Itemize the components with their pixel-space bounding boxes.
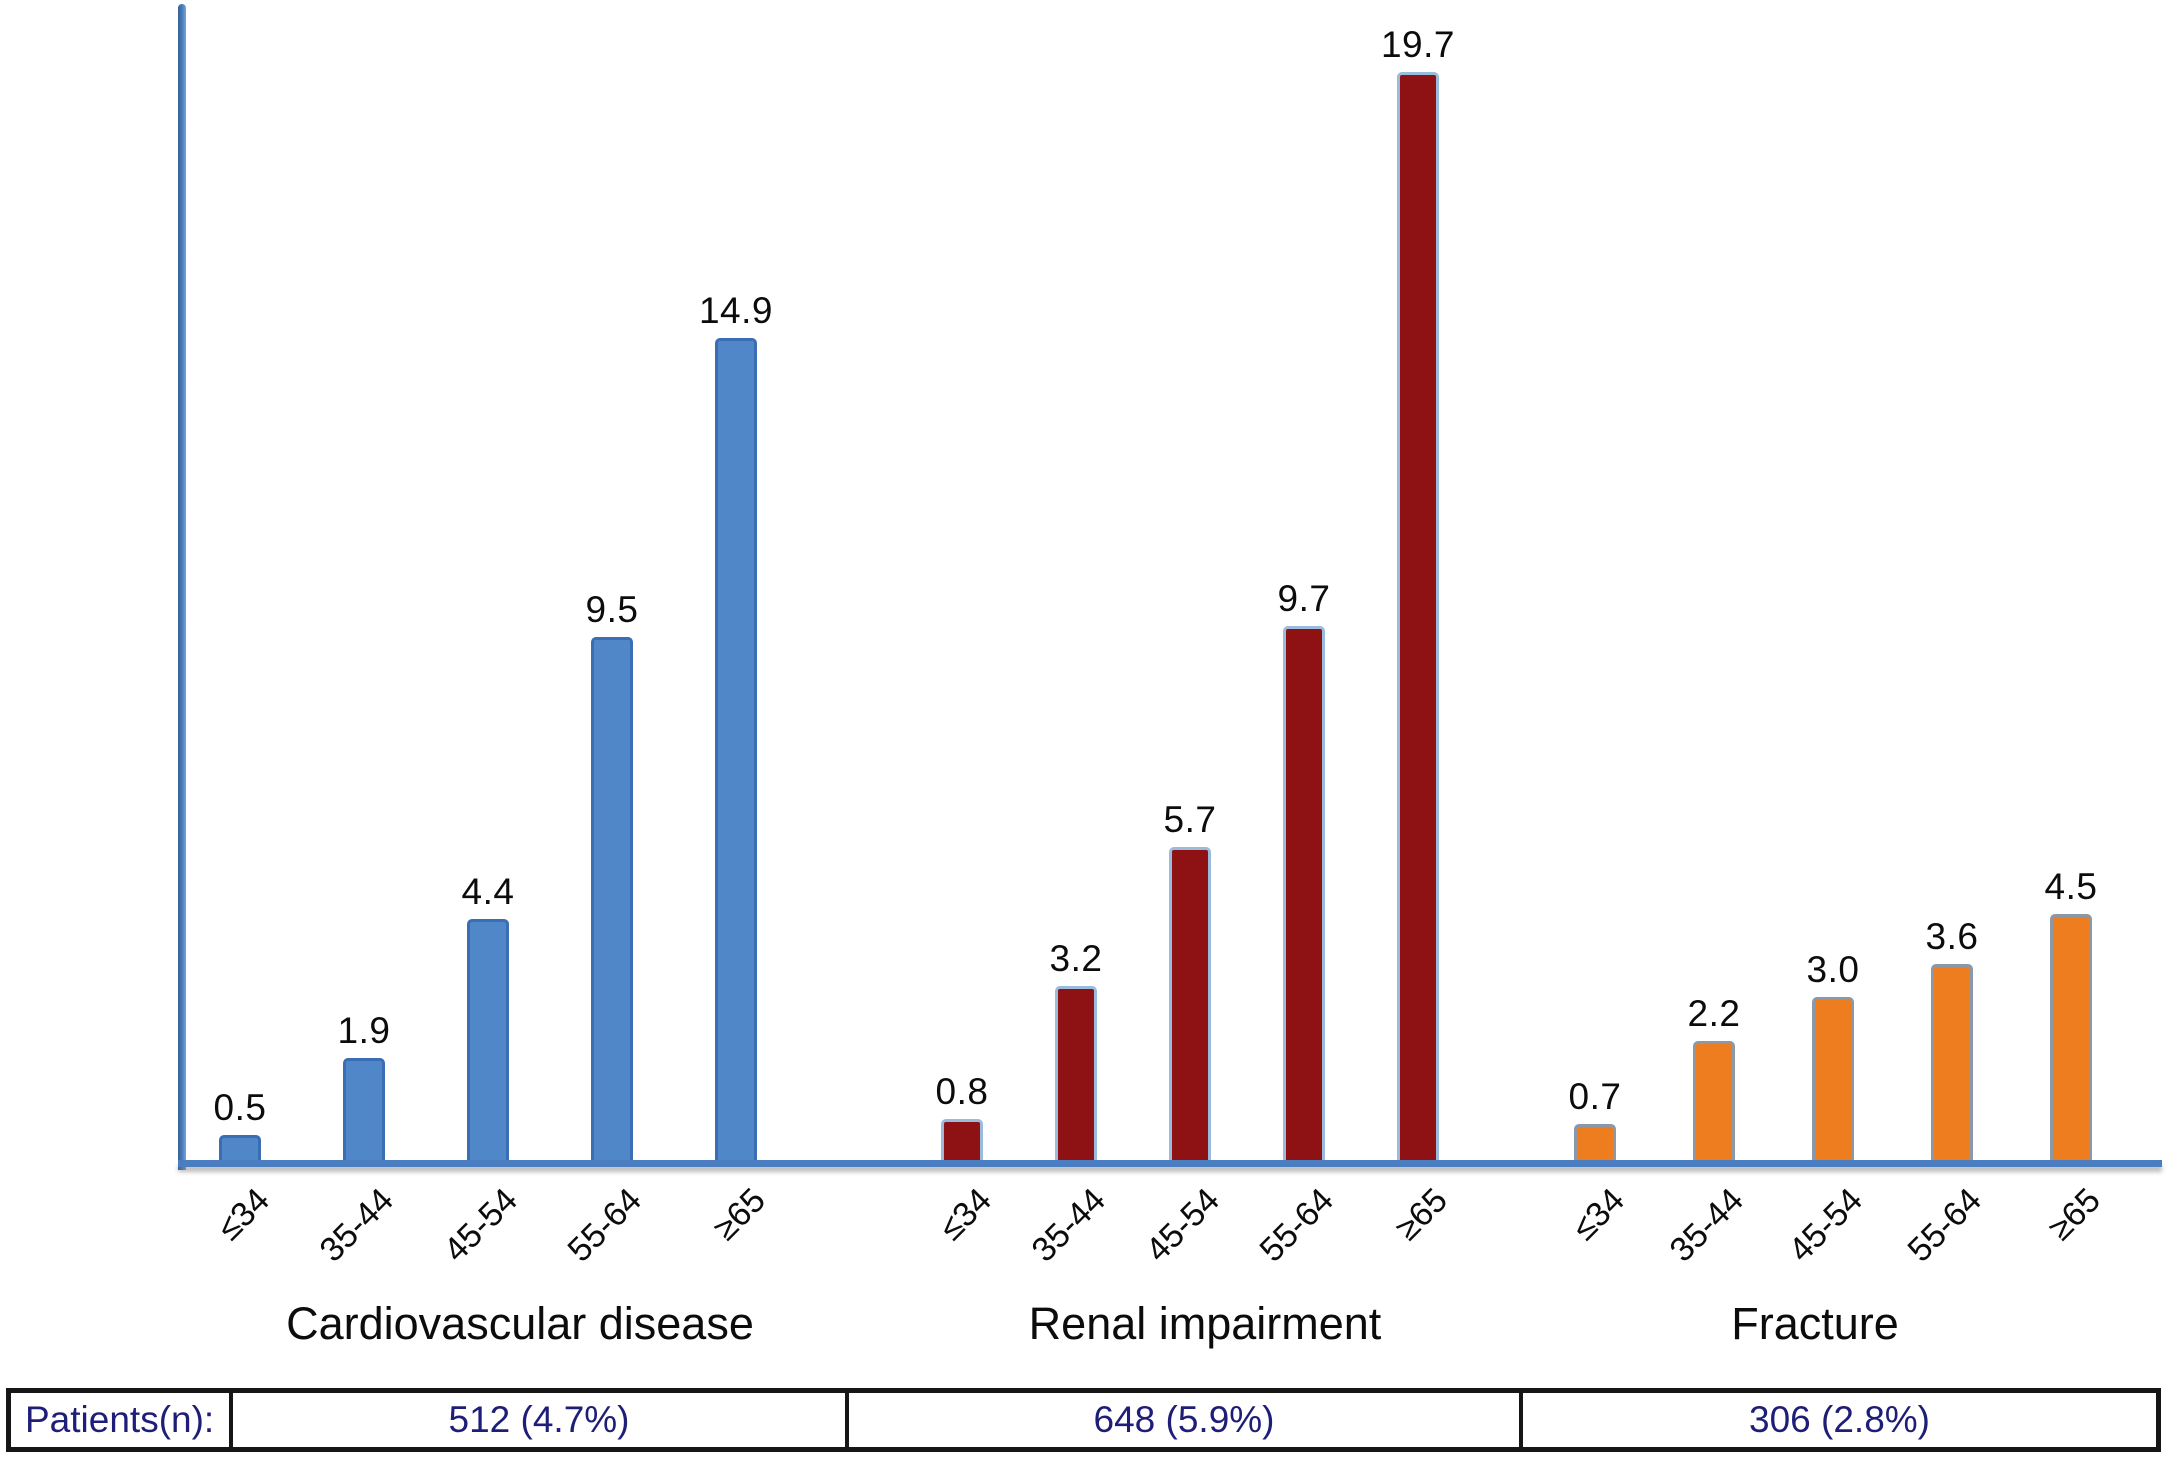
patients-count-fracture: 306 (2.8%) — [1519, 1393, 2156, 1447]
bar-value-label: 9.5 — [585, 589, 639, 630]
bar-value-label: 4.5 — [2044, 866, 2098, 907]
bar — [591, 637, 633, 1167]
bar-value-label: 5.7 — [1163, 799, 1217, 840]
group-title: Fracture — [1731, 1298, 1899, 1349]
y-axis-line — [178, 4, 186, 1170]
patients-row-label: Patients(n): — [25, 1399, 215, 1440]
bar — [1397, 72, 1439, 1167]
x-axis-line — [178, 1160, 2162, 1167]
patients-count-cardiovascular: 512 (4.7%) — [229, 1393, 845, 1447]
bar — [1055, 986, 1097, 1167]
bar-value-label: 9.7 — [1277, 578, 1331, 619]
bar — [1812, 997, 1854, 1167]
bar-value-label: 1.9 — [337, 1010, 391, 1051]
group-title: Renal impairment — [1028, 1298, 1382, 1349]
bar-value-label: 4.4 — [461, 871, 515, 912]
bar — [2050, 914, 2092, 1167]
patients-count-renal: 648 (5.9%) — [845, 1393, 1519, 1447]
bar — [1283, 626, 1325, 1167]
bar-value-label: 3.0 — [1806, 949, 1860, 990]
bar — [1693, 1041, 1735, 1167]
bar-value-label: 0.7 — [1568, 1076, 1622, 1117]
bar-value-label: 0.8 — [935, 1071, 989, 1112]
bar-value-label: 0.5 — [213, 1087, 267, 1128]
bar-value-label: 19.7 — [1380, 24, 1455, 65]
bar — [343, 1058, 385, 1167]
bar — [1574, 1124, 1616, 1167]
bar — [715, 338, 757, 1167]
patients-table: Patients(n): 512 (4.7%) 648 (5.9%) 306 (… — [6, 1388, 2161, 1452]
bar — [941, 1119, 983, 1167]
bar — [1931, 964, 1973, 1167]
bar — [1169, 847, 1211, 1167]
bar — [467, 919, 509, 1167]
bar-value-label: 14.9 — [698, 290, 773, 331]
group-title: Cardiovascular disease — [286, 1298, 754, 1349]
bar-value-label: 2.2 — [1687, 993, 1741, 1034]
bar-value-label: 3.2 — [1049, 938, 1103, 979]
bar-value-label: 3.6 — [1925, 916, 1979, 957]
